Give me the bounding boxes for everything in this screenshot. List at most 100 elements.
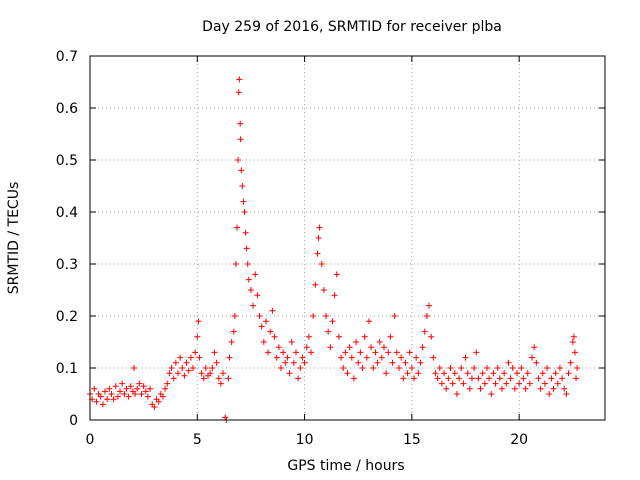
data-point <box>456 375 463 382</box>
x-axis-label: GPS time / hours <box>287 458 404 474</box>
x-tick-label: 10 <box>296 432 314 448</box>
data-point <box>286 370 293 377</box>
data-point <box>303 344 310 351</box>
data-point <box>567 359 574 366</box>
y-tick-label: 0 <box>69 413 78 429</box>
data-point <box>254 292 261 299</box>
data-point <box>123 385 130 392</box>
data-point <box>511 385 518 392</box>
data-point <box>132 391 139 397</box>
data-point <box>226 354 233 361</box>
data-point <box>211 349 218 356</box>
data-point <box>190 365 196 371</box>
data-point <box>496 375 503 382</box>
data-point <box>436 365 443 371</box>
data-point <box>222 414 229 421</box>
data-point <box>419 344 426 351</box>
data-point <box>102 388 109 395</box>
data-point <box>250 302 257 309</box>
data-point <box>232 261 239 267</box>
data-point <box>417 359 424 366</box>
data-point <box>237 120 244 127</box>
data-point <box>228 339 235 345</box>
data-point <box>185 367 192 374</box>
data-point <box>195 318 202 325</box>
data-point <box>331 292 338 299</box>
data-point <box>119 380 126 387</box>
data-point <box>187 354 194 361</box>
data-point <box>262 318 269 325</box>
data-point <box>93 398 100 405</box>
y-tick-label: 0.4 <box>56 205 78 221</box>
data-point <box>408 365 415 371</box>
data-point <box>402 359 409 366</box>
data-point <box>445 375 452 382</box>
data-point <box>284 354 291 361</box>
data-point <box>305 333 312 340</box>
data-point <box>423 313 430 319</box>
data-point <box>438 380 445 387</box>
data-point <box>479 370 486 377</box>
data-point <box>380 344 387 351</box>
data-point <box>142 388 149 395</box>
data-point <box>353 339 360 345</box>
data-point <box>471 365 478 371</box>
data-point <box>130 365 137 371</box>
data-point <box>391 313 398 319</box>
data-point <box>574 365 581 371</box>
data-point <box>308 349 315 356</box>
y-tick-label: 0.7 <box>56 49 78 65</box>
data-point <box>240 198 247 205</box>
data-point <box>441 370 448 377</box>
data-point <box>426 302 433 309</box>
data-point <box>159 393 166 400</box>
chart-title: Day 259 of 2016, SRMTID for receiver plb… <box>202 19 502 35</box>
data-point <box>310 313 317 319</box>
data-point <box>357 349 364 356</box>
data-point <box>209 365 216 371</box>
data-point <box>147 385 154 392</box>
data-point <box>509 365 516 371</box>
data-point <box>239 183 246 189</box>
data-point <box>548 375 555 382</box>
y-tick-label: 0.5 <box>56 153 78 169</box>
data-point <box>370 365 377 371</box>
data-point <box>434 375 441 382</box>
data-point <box>320 287 327 293</box>
data-point <box>335 333 342 340</box>
data-point <box>520 375 527 382</box>
data-point <box>282 359 289 366</box>
data-point <box>127 383 134 390</box>
data-point <box>460 380 467 387</box>
data-point <box>155 398 162 405</box>
data-point <box>265 349 272 356</box>
data-point <box>563 391 570 397</box>
data-point <box>529 354 536 361</box>
data-point <box>539 370 546 377</box>
data-point <box>267 328 274 335</box>
data-point <box>492 380 499 387</box>
data-point <box>290 359 297 366</box>
data-point <box>194 333 201 340</box>
data-point <box>393 349 400 356</box>
data-point <box>327 344 334 351</box>
data-point <box>295 375 302 382</box>
data-point <box>355 359 362 366</box>
data-point <box>346 344 353 351</box>
data-point <box>333 271 340 278</box>
data-point <box>179 365 186 371</box>
ticks-layer: 0 0.1 0.2 0.3 0.4 0.5 0.6 0.7 0 5 10 15 20 <box>56 49 605 448</box>
data-point <box>238 167 245 174</box>
data-point <box>524 370 531 377</box>
data-point <box>451 370 458 377</box>
data-point <box>569 339 576 345</box>
data-point <box>475 375 482 382</box>
data-point <box>350 375 357 382</box>
data-point <box>359 365 366 371</box>
data-point <box>374 359 381 366</box>
data-point <box>544 365 551 371</box>
x-tick-label: 0 <box>86 432 95 448</box>
data-point <box>166 370 173 377</box>
data-point <box>464 370 471 377</box>
data-point <box>396 365 402 371</box>
